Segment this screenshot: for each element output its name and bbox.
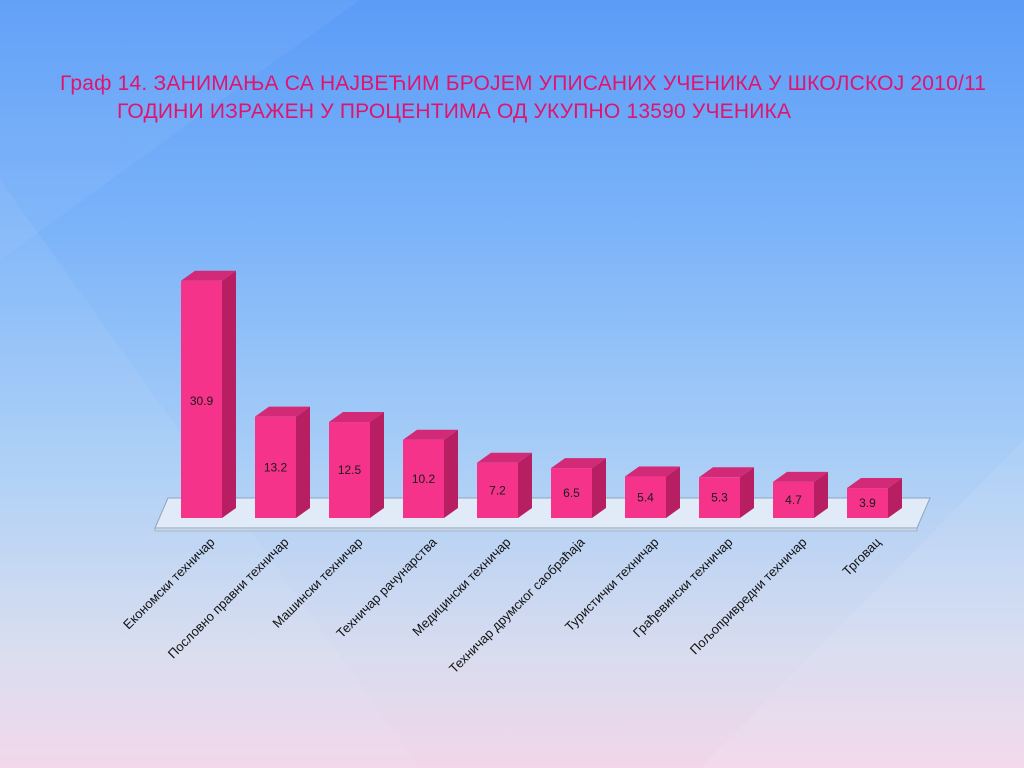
bar-3: 12.5: [329, 412, 384, 518]
bar-front: [551, 468, 592, 518]
data-label: 3.9: [859, 496, 876, 510]
bar-side: [518, 452, 532, 518]
bar-10: 3.9: [847, 478, 902, 518]
bar-front: [329, 422, 370, 518]
data-label: 10.2: [412, 472, 436, 486]
bar-top: [551, 458, 606, 469]
chart-title: Граф 14. ЗАНИМАЊА СА НАЈВЕЋИМ БРОЈЕМ УПИ…: [60, 72, 987, 123]
data-label: 5.4: [637, 490, 654, 504]
bar-8: 5.3: [699, 467, 754, 518]
bar-front: [255, 416, 296, 518]
bar-front: [699, 477, 740, 518]
bar-top: [699, 467, 754, 478]
bar-top: [773, 471, 828, 482]
bar-5: 7.2: [477, 452, 532, 518]
bar-top: [625, 466, 680, 477]
bar-front: [625, 476, 666, 518]
bar-side: [888, 478, 902, 518]
bar-top: [255, 406, 310, 417]
bar-6: 6.5: [551, 458, 606, 518]
bar-top: [847, 478, 902, 489]
bar-front: [477, 462, 518, 518]
bar-top: [403, 429, 458, 440]
bar-2: 13.2: [255, 406, 310, 518]
bar-front: [181, 280, 222, 518]
bar-9: 4.7: [773, 471, 828, 518]
bar-4: 10.2: [403, 429, 458, 518]
bar-1: 30.9: [181, 270, 236, 518]
category-label: Пољопривредни техничар: [687, 535, 810, 658]
data-label: 13.2: [264, 460, 288, 474]
data-label: 7.2: [489, 483, 506, 497]
bar-top: [329, 412, 384, 423]
bar-7: 5.4: [625, 466, 680, 518]
bar-side: [222, 270, 236, 518]
bar-front: [403, 439, 444, 518]
bar-side: [814, 471, 828, 518]
bar-side: [444, 429, 458, 518]
category-label: Пословно правни техничар: [165, 535, 292, 662]
category-label: Трговац: [839, 534, 884, 579]
bar-side: [666, 466, 680, 518]
data-label: 12.5: [338, 463, 362, 477]
bar-side: [370, 412, 384, 518]
bar-side: [740, 467, 754, 518]
bar-front: [847, 488, 888, 518]
bar-top: [477, 452, 532, 463]
bar-side: [296, 406, 310, 518]
data-label: 6.5: [563, 486, 580, 500]
bar-top: [181, 270, 236, 281]
bar-side: [592, 458, 606, 518]
data-label: 4.7: [785, 493, 802, 507]
data-label: 30.9: [190, 394, 214, 408]
data-label: 5.3: [711, 491, 728, 505]
category-label: Техничар друмског саобраћаја: [446, 534, 588, 676]
bar-front: [773, 481, 814, 518]
